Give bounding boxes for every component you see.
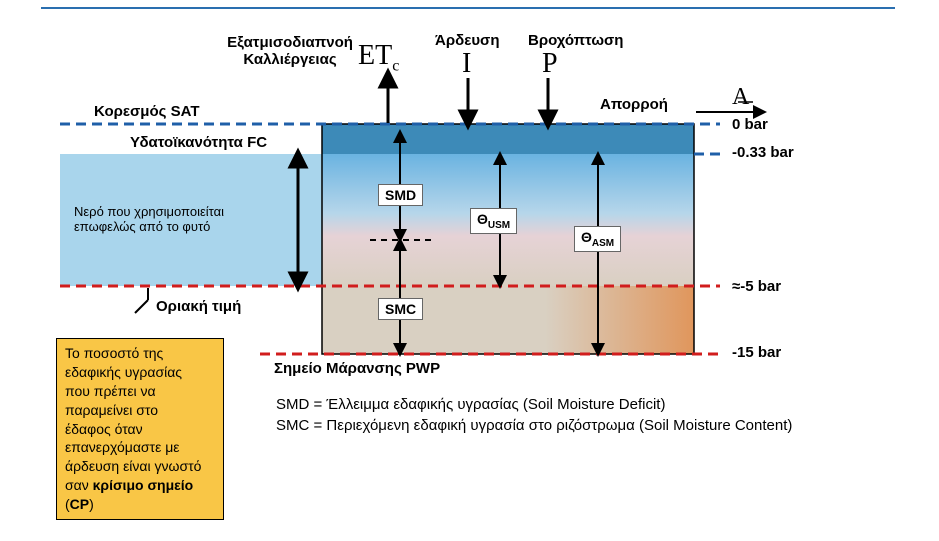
threshold-label: Οριακή τιμή xyxy=(156,298,241,315)
runoff-label: Απορροή xyxy=(600,96,668,113)
et-symbol: ETc xyxy=(358,40,399,76)
smc-box: SMC xyxy=(378,298,423,320)
irrigation-label: Άρδευση xyxy=(435,32,499,49)
usable-water-label: Νερό που χρησιμοποιείται επωφελώς από το… xyxy=(74,204,274,234)
soil-moisture-diagram: { "top_labels": { "et_text1": "Εξατμισοδ… xyxy=(0,0,939,541)
sat-label: Κορεσμός SAT xyxy=(94,103,200,120)
critical-point-note: Το ποσοστό της εδαφικής υγρασίας που πρέ… xyxy=(56,338,224,520)
bar-fc: -0.33 bar xyxy=(732,144,794,161)
precip-symbol: P xyxy=(542,48,558,80)
bar-0: 0 bar xyxy=(732,116,768,133)
theta-usm-box: ΘUSM xyxy=(470,208,517,234)
bar-limit: ≈-5 bar xyxy=(732,278,781,295)
bar-pwp: -15 bar xyxy=(732,344,781,361)
legend: SMD = Έλλειμμα εδαφικής υγρασίας (Soil M… xyxy=(276,394,896,436)
pwp-label: Σημείο Μάρανσης PWP xyxy=(274,360,440,377)
fc-label: Υδατοϊκανότητα FC xyxy=(130,134,267,151)
runoff-symbol: A xyxy=(732,84,749,111)
irrigation-symbol: I xyxy=(462,48,471,80)
theta-asm-box: ΘASM xyxy=(574,226,621,252)
precip-label: Βροχόπτωση xyxy=(528,32,623,49)
et-label: Εξατμισοδιαπνοή Καλλιέργειας xyxy=(215,34,365,68)
smd-box: SMD xyxy=(378,184,423,206)
